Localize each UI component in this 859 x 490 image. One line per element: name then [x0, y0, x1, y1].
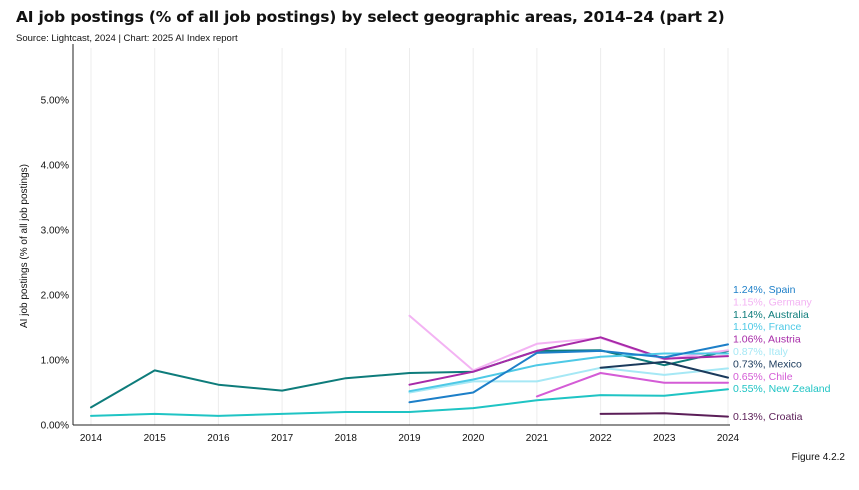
chart-subtitle: Source: Lightcast, 2024 | Chart: 2025 AI… [16, 33, 238, 44]
series-line-spain [408, 343, 729, 404]
x-tick-label: 2018 [335, 433, 358, 444]
x-tick-label: 2014 [80, 433, 103, 444]
end-label-australia: 1.14%, Australia [733, 309, 809, 321]
y-tick-label: 3.00% [41, 226, 69, 237]
end-label-italy: 0.87%, Italy [733, 346, 789, 358]
end-label-chile: 0.65%, Chile [733, 371, 793, 383]
series-lines [90, 314, 729, 418]
series-line-france [408, 352, 729, 393]
end-label-croatia: 0.13%, Croatia [733, 411, 803, 423]
x-tick-label: 2020 [462, 433, 485, 444]
x-tick-label: 2015 [144, 433, 167, 444]
end-label-france: 1.10%, France [733, 321, 801, 333]
y-tick-label: 4.00% [41, 161, 69, 172]
series-line-italy [408, 366, 729, 394]
figure-label: Figure 4.2.2 [791, 452, 845, 463]
x-tick-label: 2024 [717, 433, 740, 444]
end-label-spain: 1.24%, Spain [733, 284, 796, 296]
y-tick-label: 1.00% [41, 356, 69, 367]
series-line-mexico [599, 360, 729, 379]
y-tick-label: 0.00% [41, 421, 69, 432]
x-tick-label: 2016 [207, 433, 230, 444]
end-label-germany: 1.15%, Germany [733, 296, 813, 308]
x-tick-label: 2021 [526, 433, 549, 444]
series-line-croatia [599, 412, 729, 418]
x-tick-label: 2022 [589, 433, 612, 444]
grid-lines [90, 48, 729, 425]
x-tick-label: 2019 [398, 433, 421, 444]
y-axis-label: AI job postings (% of all job postings) [19, 164, 30, 328]
series-line-chile [535, 372, 729, 398]
y-tick-label: 2.00% [41, 291, 69, 302]
series-line-new-zealand [90, 388, 729, 417]
series-line-austria [408, 336, 729, 386]
axes: 0.00% 1.00% 2.00% 3.00% 4.00% 5.00% 2014 2015 20… [41, 44, 740, 444]
y-tick-label: 5.00% [41, 96, 69, 107]
x-tick-label: 2023 [653, 433, 676, 444]
end-label-new-zealand: 0.55%, New Zealand [733, 383, 831, 395]
end-label-mexico: 0.73%, Mexico [733, 358, 802, 370]
x-tick-label: 2017 [271, 433, 294, 444]
end-label-austria: 1.06%, Austria [733, 334, 801, 346]
chart-title: AI job postings (% of all job postings) … [16, 8, 725, 26]
